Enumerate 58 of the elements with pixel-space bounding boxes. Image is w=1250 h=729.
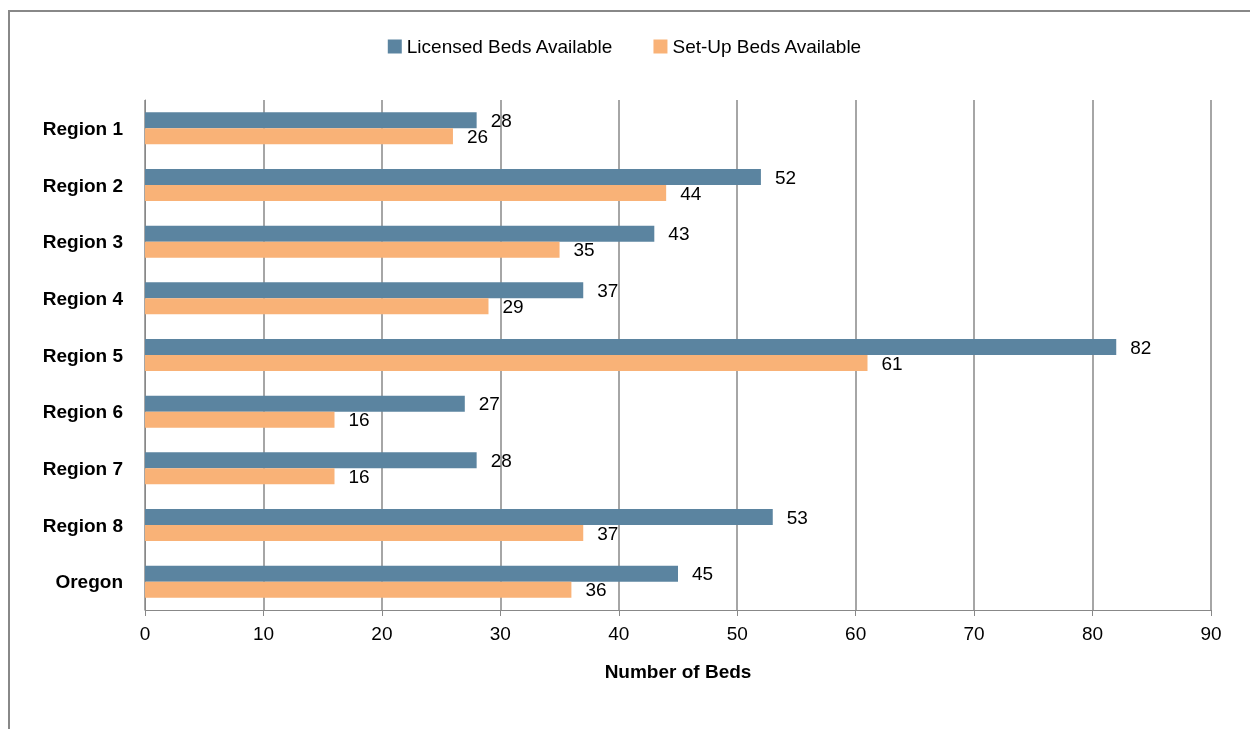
data-label: 45	[692, 563, 714, 585]
x-tick-label: 40	[608, 623, 630, 644]
x-tick-label: 30	[489, 623, 511, 644]
x-tick-label: 70	[963, 623, 985, 644]
bar	[145, 241, 560, 258]
bar	[145, 468, 335, 485]
bar	[145, 169, 761, 185]
data-label: 16	[348, 465, 370, 487]
bar	[145, 225, 655, 242]
legend-label: Licensed Beds Available	[406, 36, 613, 57]
data-label: 16	[348, 409, 370, 431]
y-tick-label: Region 2	[42, 174, 123, 196]
data-label: 36	[585, 579, 607, 601]
y-tick-label: Region 5	[42, 344, 124, 366]
y-tick-label: Region 7	[42, 457, 123, 479]
data-label: 82	[1130, 336, 1152, 358]
bar	[145, 395, 465, 412]
bar	[145, 509, 773, 525]
data-label: 43	[668, 223, 690, 245]
data-label: 37	[597, 279, 619, 301]
x-tick-label: 50	[726, 623, 748, 644]
bar	[145, 355, 868, 371]
data-label: 61	[881, 352, 903, 374]
bar	[145, 581, 572, 598]
data-label: 52	[774, 166, 797, 188]
bar	[145, 525, 584, 541]
data-label: 27	[478, 393, 500, 415]
data-label: 35	[573, 239, 595, 261]
bar	[145, 339, 1117, 355]
data-label: 29	[502, 295, 524, 317]
x-tick-label: 0	[139, 623, 151, 644]
y-tick-label: Oregon	[55, 571, 123, 593]
data-label: 53	[786, 506, 808, 528]
bar	[145, 565, 678, 582]
bar	[145, 452, 477, 469]
data-label: 26	[466, 125, 489, 147]
y-tick-label: Region 6	[42, 401, 123, 423]
y-tick-label: Region 4	[42, 287, 124, 309]
data-label: 44	[680, 182, 702, 204]
x-tick-label: 20	[371, 623, 393, 644]
bar	[145, 128, 453, 145]
bar	[145, 282, 584, 299]
x-tick-label: 10	[252, 623, 275, 644]
bar	[145, 185, 667, 201]
x-axis-title: Number of Beds	[604, 661, 752, 682]
bar	[145, 298, 489, 315]
x-tick-label: 80	[1081, 623, 1104, 644]
bar	[145, 112, 477, 129]
bar	[145, 411, 335, 428]
legend-label: Set-Up Beds Available	[672, 36, 862, 57]
y-tick-label: Region 3	[42, 231, 123, 253]
data-label: 28	[490, 109, 512, 131]
y-tick-label: Region 8	[42, 514, 123, 536]
data-label: 28	[490, 449, 512, 471]
x-tick-label: 90	[1200, 623, 1222, 644]
data-label: 37	[597, 522, 619, 544]
x-tick-label: 60	[845, 623, 867, 644]
y-tick-label: Region 1	[42, 117, 124, 139]
